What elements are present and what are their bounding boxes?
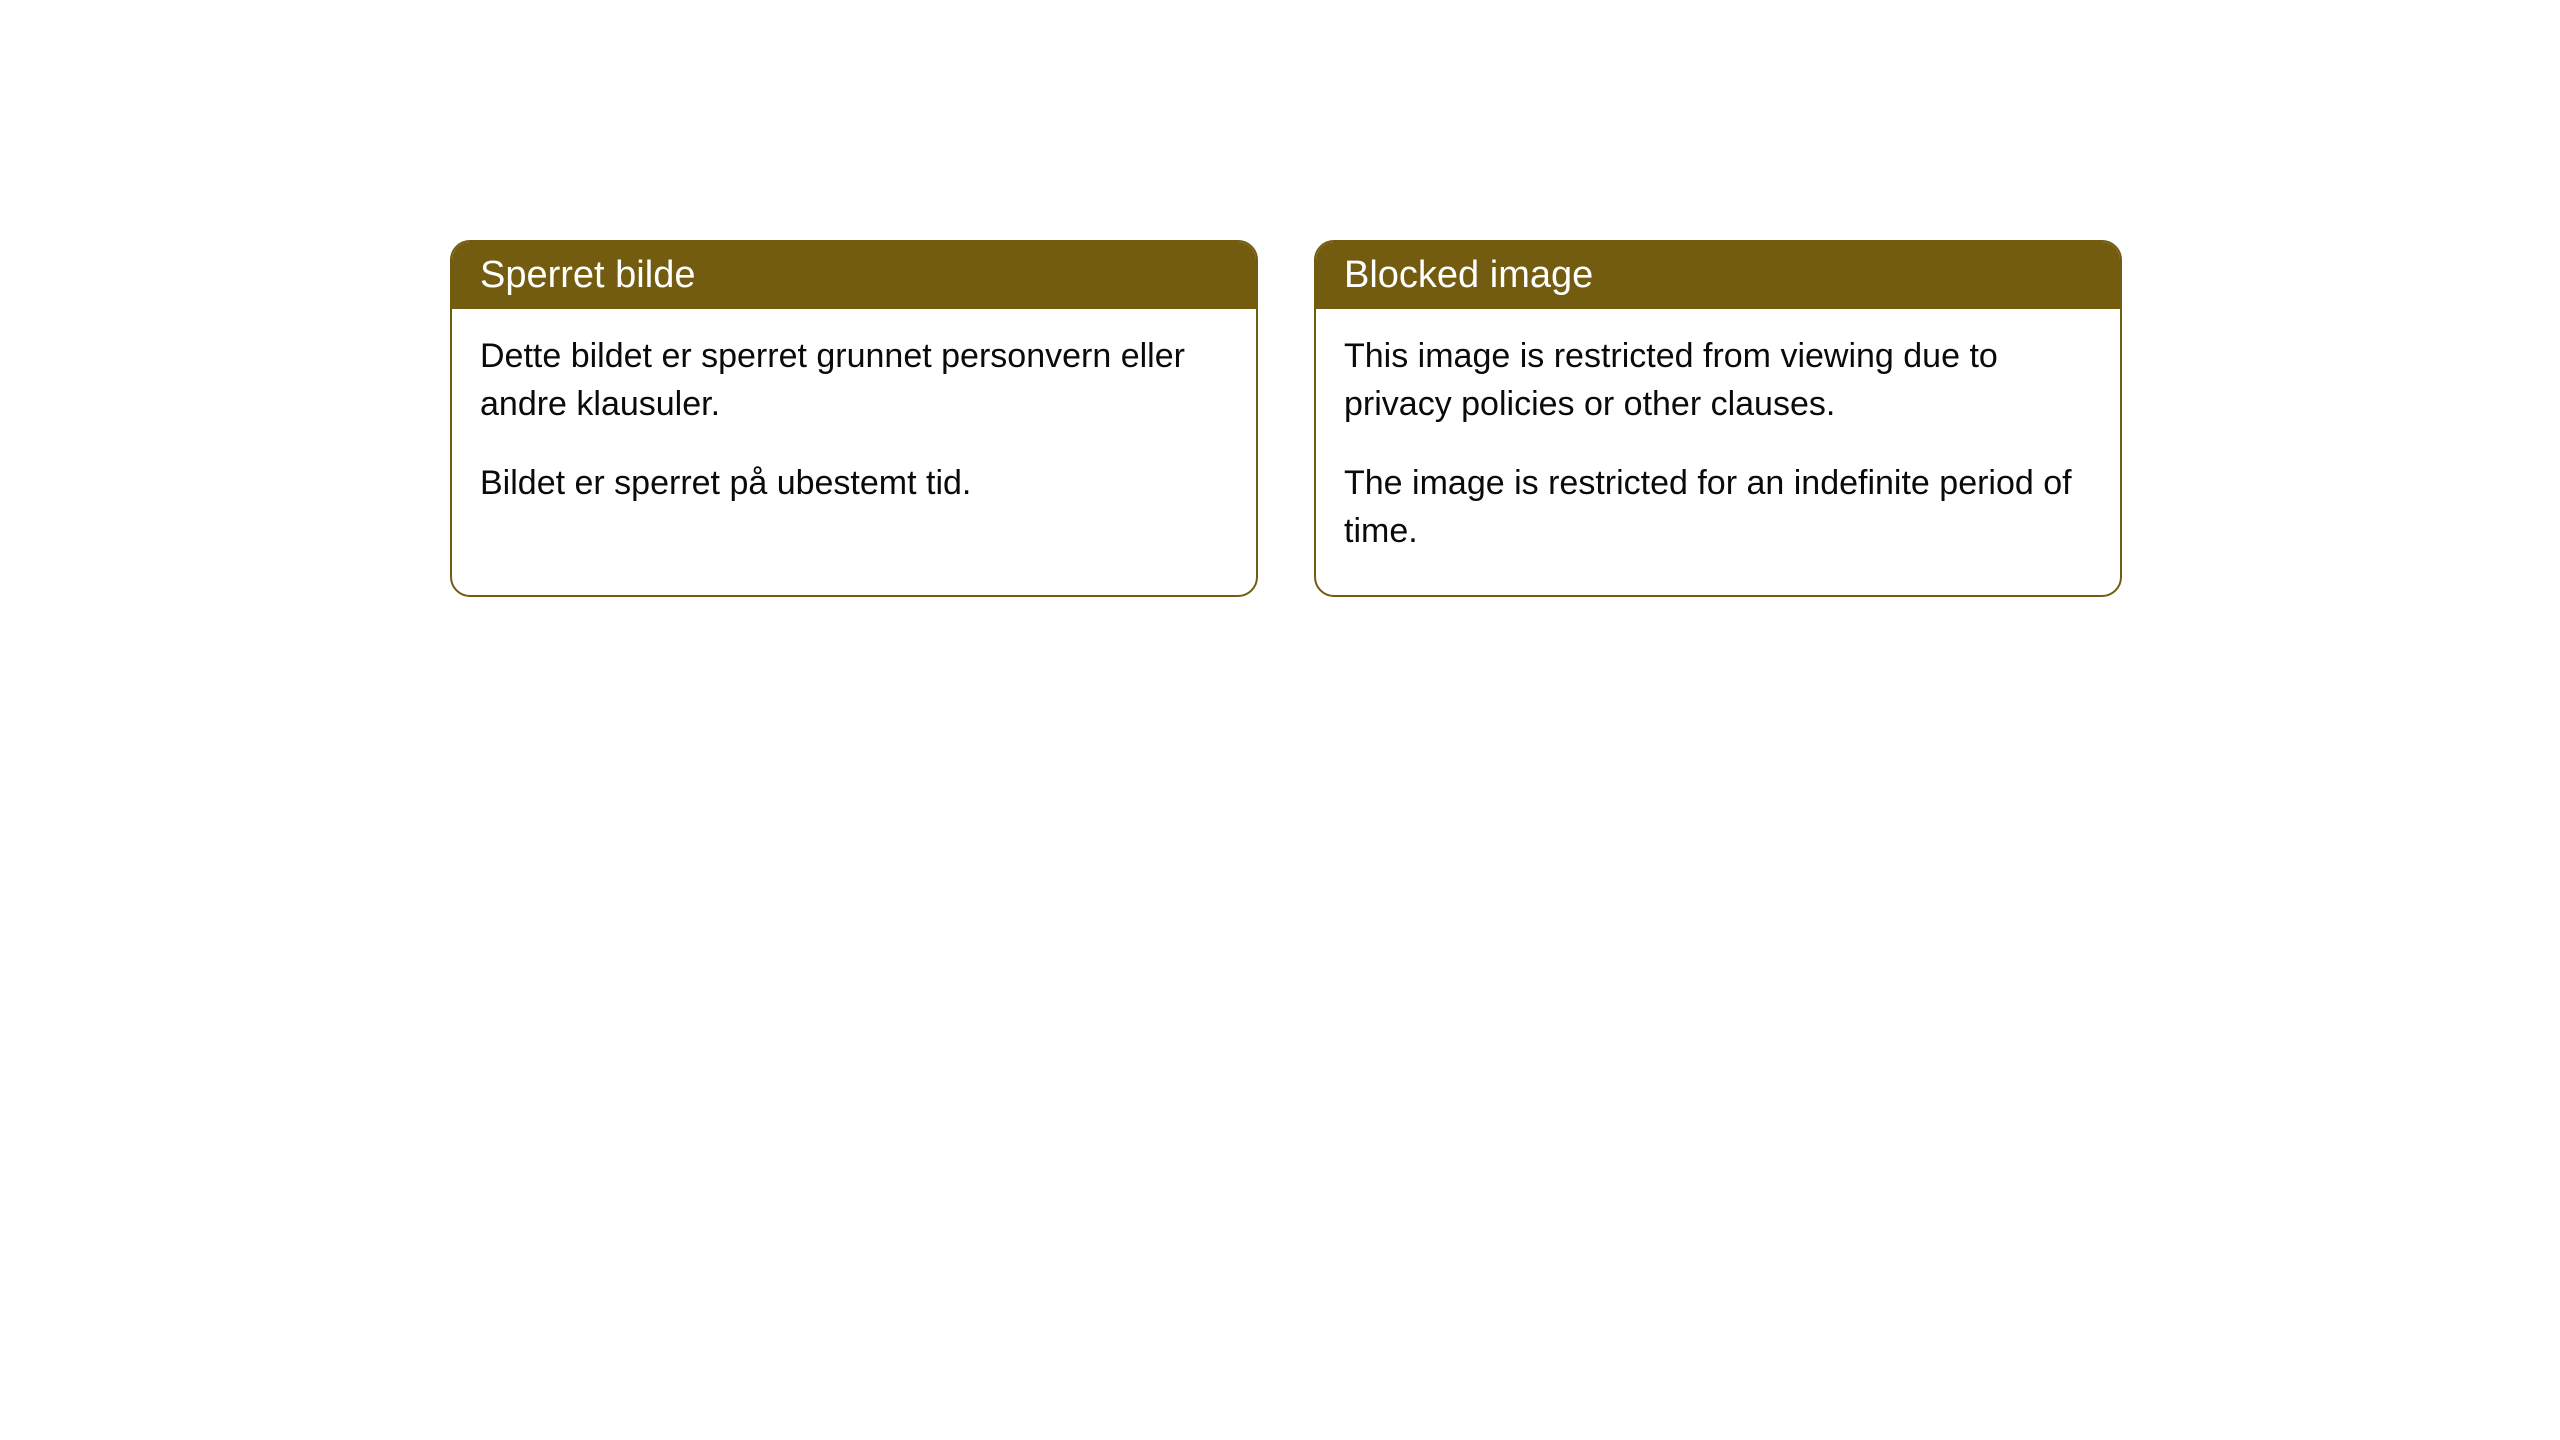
cards-container: Sperret bilde Dette bildet er sperret gr… [450,240,2122,597]
card-paragraph-2: Bildet er sperret på ubestemt tid. [480,460,1228,508]
card-header-english: Blocked image [1316,242,2120,309]
blocked-image-card-norwegian: Sperret bilde Dette bildet er sperret gr… [450,240,1258,597]
card-body-norwegian: Dette bildet er sperret grunnet personve… [452,309,1256,548]
card-paragraph-2: The image is restricted for an indefinit… [1344,460,2092,555]
card-paragraph-1: Dette bildet er sperret grunnet personve… [480,333,1228,428]
blocked-image-card-english: Blocked image This image is restricted f… [1314,240,2122,597]
card-body-english: This image is restricted from viewing du… [1316,309,2120,595]
card-header-norwegian: Sperret bilde [452,242,1256,309]
card-paragraph-1: This image is restricted from viewing du… [1344,333,2092,428]
